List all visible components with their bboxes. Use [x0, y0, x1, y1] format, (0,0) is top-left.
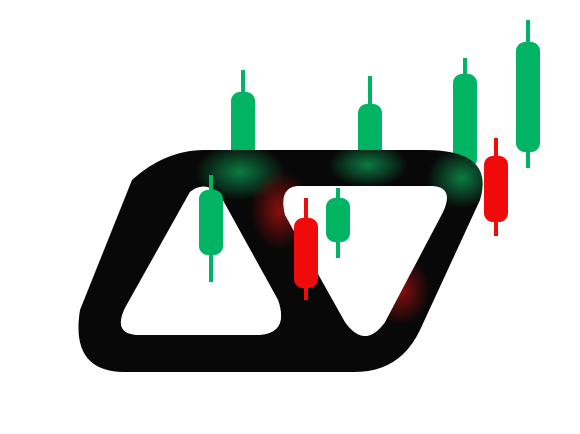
- candles-front-layer: [199, 175, 350, 300]
- frame-glow-green: [328, 150, 408, 187]
- candle-body: [231, 92, 255, 160]
- candle-body: [516, 42, 540, 152]
- candle-up: [453, 58, 477, 186]
- candle-body: [294, 218, 318, 288]
- frame-hole-right: [283, 186, 447, 336]
- candle-up: [231, 70, 255, 178]
- candle-down: [294, 198, 318, 300]
- candle-body: [484, 156, 508, 222]
- candle-up: [326, 188, 350, 258]
- frame-hole-left: [120, 186, 282, 335]
- candle-up: [516, 20, 540, 168]
- candle-body: [199, 190, 223, 255]
- candle-body: [326, 198, 350, 242]
- logo-frame: [78, 150, 483, 372]
- candle-body: [453, 74, 477, 168]
- candle-down: [484, 138, 508, 236]
- frame-shape: [78, 150, 483, 372]
- candle-up: [199, 175, 223, 282]
